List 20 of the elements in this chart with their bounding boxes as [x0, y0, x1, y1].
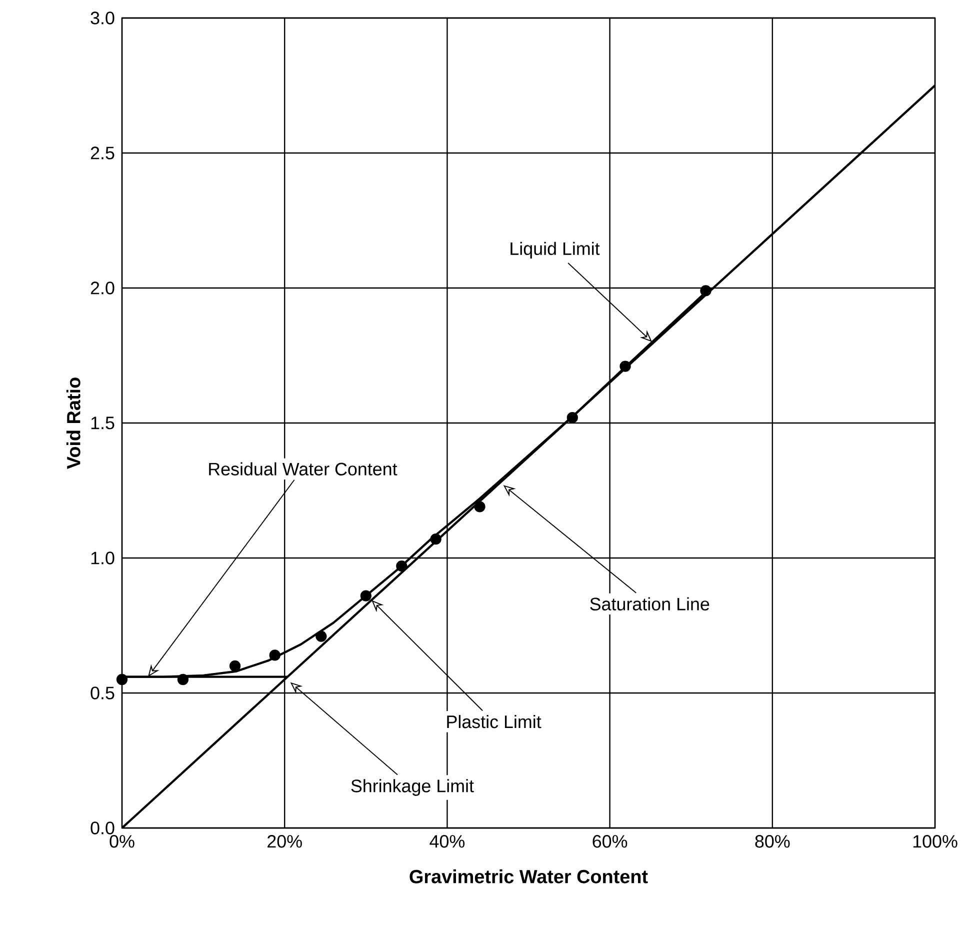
y-tick-label: 0.5 — [90, 686, 114, 700]
annotation: Liquid Limit — [510, 242, 600, 259]
y-tick-label: 3.0 — [90, 12, 114, 24]
y-tick-label: 0.0 — [90, 822, 114, 834]
y-tick-label: 2.0 — [90, 282, 114, 294]
y-tick-label: 2.5 — [90, 146, 114, 160]
y-tick-label: 1.0 — [91, 552, 114, 564]
x-tick-label: 60% — [592, 835, 628, 848]
x-tick-label: 100% — [913, 835, 958, 848]
x-tick-label: 80% — [755, 835, 790, 848]
x-axis-title: Gravimetric Water Content — [410, 869, 648, 884]
x-tick-label: 20% — [268, 835, 302, 848]
annotation: Shrinkage Limit — [351, 779, 474, 796]
x-tick-label: 40% — [430, 835, 465, 848]
y-tick-label: 1.5 — [91, 416, 114, 430]
x-tick-label: 0% — [110, 835, 134, 848]
annotation: Saturation Line — [590, 597, 710, 610]
y-axis-title: Void Ratio — [66, 378, 80, 469]
annotation: Residual Water Content — [209, 462, 398, 476]
annotation: Plastic Limit — [447, 715, 542, 728]
